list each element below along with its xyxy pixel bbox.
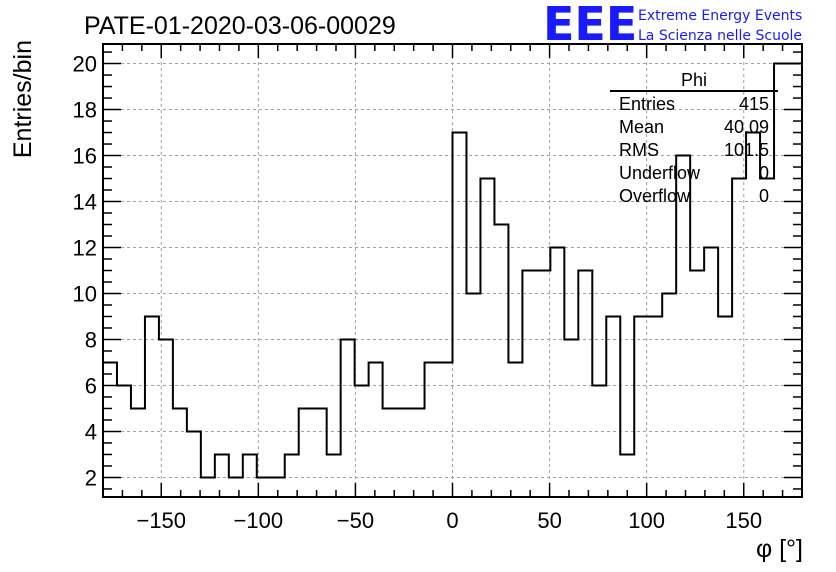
x-tick-label: 50 — [537, 508, 561, 533]
stats-box: Phi Entries 415 Mean 40.09 RMS 101.5 Underflow… — [610, 70, 778, 206]
y-tick-label: 16 — [73, 144, 97, 169]
stats-row-label: Entries — [619, 94, 675, 114]
y-tick-label: 6 — [85, 373, 97, 398]
stats-row-label: Mean — [619, 117, 664, 137]
stats-row-label: Underflow — [619, 163, 701, 183]
run-title: PATE-01-2020-03-06-00029 — [84, 12, 396, 40]
x-tick-label: −50 — [337, 508, 374, 533]
stats-box-rows: Entries 415 Mean 40.09 RMS 101.5 Underflow 0 Ove… — [619, 94, 769, 206]
stats-row-label: Overflow — [619, 186, 691, 206]
x-tick-label: 0 — [446, 508, 458, 533]
y-tick-label: 14 — [73, 190, 97, 215]
y-tick-label: 4 — [85, 419, 97, 444]
eee-logo-line2: La Scienza nelle Scuole — [638, 28, 802, 44]
stats-box-title: Phi — [681, 70, 707, 90]
y-tick-label: 2 — [85, 465, 97, 490]
stats-row-value: 415 — [739, 94, 769, 114]
y-tick-label: 12 — [73, 236, 97, 261]
x-axis-title: φ [°] — [756, 535, 803, 563]
y-axis-ticks: 2 4 6 8 10 12 14 16 18 20 — [73, 51, 802, 490]
x-tick-label: −100 — [234, 508, 284, 533]
eee-logo: EEE Extreme Energy Events La Scienza nel… — [543, 0, 802, 51]
y-tick-label: 8 — [85, 327, 97, 352]
stats-row-value: 101.5 — [724, 140, 769, 160]
y-tick-label: 20 — [73, 52, 97, 77]
stats-row-label: RMS — [619, 140, 659, 160]
y-axis-title: Entries/bin — [9, 40, 37, 158]
x-axis-ticks: −150 −100 −50 0 50 100 150 — [102, 44, 803, 533]
eee-logo-line1: Extreme Energy Events — [638, 8, 802, 24]
y-tick-label: 18 — [73, 98, 97, 123]
stats-row-value: 0 — [759, 163, 769, 183]
histogram-step-line — [103, 62, 802, 479]
stats-row-value: 0 — [759, 186, 769, 206]
x-tick-label: 100 — [628, 508, 665, 533]
x-tick-label: −150 — [136, 508, 186, 533]
y-tick-label: 10 — [73, 281, 97, 306]
x-tick-label: 150 — [725, 508, 762, 533]
stats-row-value: 40.09 — [724, 117, 769, 137]
eee-logo-mark: EEE — [543, 0, 637, 51]
